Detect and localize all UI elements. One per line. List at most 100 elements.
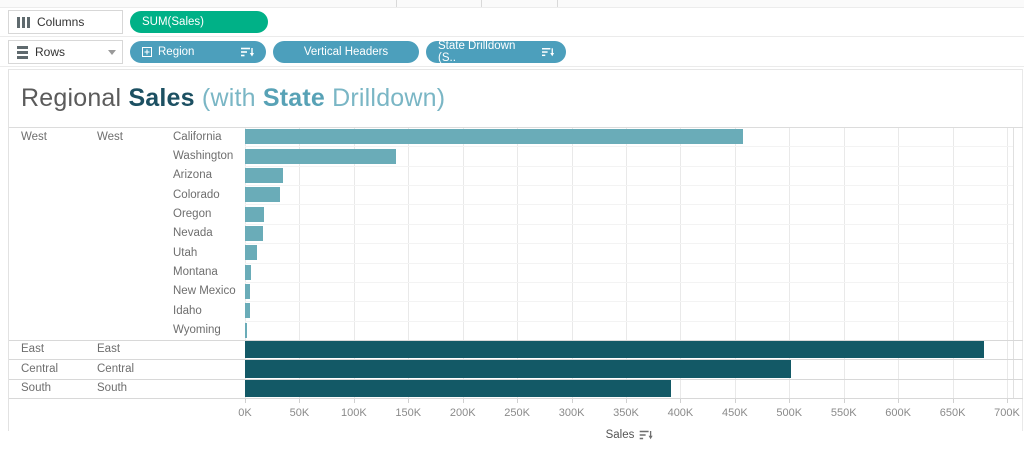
state-header[interactable]: Colorado (173, 188, 220, 201)
x-tick-label: 50K (289, 407, 310, 420)
state-header[interactable]: Wyoming (173, 324, 221, 337)
pill-region[interactable]: Region (130, 41, 266, 63)
pill-state-drilldown[interactable]: State Drilldown (S.. (426, 40, 566, 64)
pill-vertical-headers-label: Vertical Headers (303, 46, 389, 58)
state-bar-arizona[interactable] (245, 167, 284, 183)
region-bar-east[interactable] (245, 340, 984, 359)
chart: 0K 50K 100K 150K 200K 250K 300K 350K 400K 450K 500… (9, 127, 1023, 441)
x-tickmark (952, 399, 954, 404)
region-bar-south[interactable] (245, 379, 672, 398)
state-bar-wyoming[interactable] (245, 322, 247, 338)
vertical-header[interactable]: West (97, 130, 123, 143)
region-bar-central[interactable] (245, 360, 791, 378)
x-gridline (245, 128, 246, 400)
x-gridline (299, 128, 301, 400)
state-bar-montana[interactable] (245, 264, 252, 280)
state-bar-washington[interactable] (245, 148, 396, 164)
rows-shelf-label-box: Rows (8, 40, 123, 64)
region-header[interactable]: Central (21, 362, 59, 375)
x-axis-title: Sales (606, 429, 653, 441)
toolbar-separator (557, 0, 558, 7)
title-segment: (with (194, 84, 263, 112)
x-tickmark (1007, 399, 1008, 404)
cropped-toolbar-strip (0, 0, 1024, 8)
expand-icon[interactable] (142, 47, 152, 57)
pill-vertical-headers[interactable]: Vertical Headers (273, 41, 419, 63)
state-bar-idaho[interactable] (245, 303, 250, 319)
state-row-line (245, 165, 1013, 167)
sort-descending-icon[interactable] (541, 47, 554, 58)
state-bar-california[interactable] (245, 129, 744, 145)
rows-shelf[interactable]: Rows Region V (0, 38, 1024, 67)
state-header[interactable]: Oregon (173, 207, 212, 220)
x-tickmark (734, 399, 736, 404)
x-tick-label: 350K (613, 407, 639, 420)
x-tick-label: 450K (721, 407, 748, 420)
state-bar-utah[interactable] (245, 245, 258, 261)
x-tick-label: 500K (776, 407, 803, 420)
x-tickmark (626, 399, 627, 404)
x-tick-label: 550K (830, 407, 857, 420)
region-header[interactable]: South (21, 382, 52, 395)
x-tick-label: 150K (395, 407, 422, 420)
group-separator (9, 359, 1023, 361)
vertical-header[interactable]: Central (97, 362, 135, 375)
group-separator (9, 378, 1023, 380)
state-bar-oregon[interactable] (245, 206, 264, 222)
state-header[interactable]: New Mexico (173, 285, 236, 298)
toolbar-separator (396, 0, 397, 7)
state-row-line (245, 301, 1013, 303)
x-tickmark (680, 399, 682, 404)
x-gridline (898, 128, 900, 400)
columns-shelf[interactable]: Columns SUM(Sales) (0, 8, 1024, 37)
pill-sum-sales-label: SUM(Sales) (142, 16, 204, 28)
x-tick-label: 300K (558, 407, 585, 420)
region-header[interactable]: West (21, 130, 47, 143)
sort-descending-icon[interactable] (241, 47, 254, 58)
plot-right-border (1013, 128, 1014, 400)
x-gridline (952, 128, 954, 400)
pill-region-label: Region (158, 46, 195, 58)
rows-shelf-dropdown-caret[interactable] (108, 49, 116, 55)
state-header[interactable]: California (173, 130, 222, 143)
x-gridline (1007, 128, 1008, 400)
state-bar-new-mexico[interactable] (245, 284, 251, 300)
x-tickmark (517, 399, 519, 404)
x-tickmark (408, 399, 410, 404)
title-segment: Regional (21, 84, 129, 112)
x-tick-label: 600K (885, 407, 911, 420)
state-header[interactable]: Montana (173, 266, 218, 279)
group-separator (9, 339, 1023, 341)
x-tick-label: 200K (449, 407, 476, 420)
x-tickmark (462, 399, 464, 404)
state-header[interactable]: Idaho (173, 304, 202, 317)
pill-sum-sales[interactable]: SUM(Sales) (130, 11, 268, 33)
x-tickmark (898, 399, 900, 404)
title-segment: State (262, 84, 325, 112)
title-segment: Drilldown) (325, 84, 446, 112)
state-header[interactable]: Washington (173, 149, 234, 162)
state-bar-colorado[interactable] (245, 187, 280, 203)
x-gridline (789, 128, 791, 400)
state-row-line (245, 223, 1013, 225)
x-gridline (408, 128, 410, 400)
rows-shelf-label: Rows (35, 45, 66, 59)
region-header[interactable]: East (21, 343, 45, 356)
x-gridline (517, 128, 519, 400)
x-tickmark (843, 399, 845, 404)
x-gridline (571, 128, 573, 400)
state-header[interactable]: Arizona (173, 169, 212, 182)
vertical-header[interactable]: East (97, 343, 121, 356)
vertical-header[interactable]: South (97, 382, 128, 395)
sheet-title: Regional Sales (with State Drilldown) (21, 84, 445, 113)
x-tickmark (571, 399, 573, 404)
x-tick-label: 400K (667, 407, 694, 420)
state-header[interactable]: Utah (173, 246, 198, 259)
state-row-line (245, 320, 1013, 322)
state-row-line (245, 204, 1013, 206)
state-bar-nevada[interactable] (245, 226, 264, 241)
state-header[interactable]: Nevada (173, 227, 213, 240)
x-gridline (462, 128, 464, 400)
axis-sort-descending-icon[interactable] (639, 430, 653, 441)
